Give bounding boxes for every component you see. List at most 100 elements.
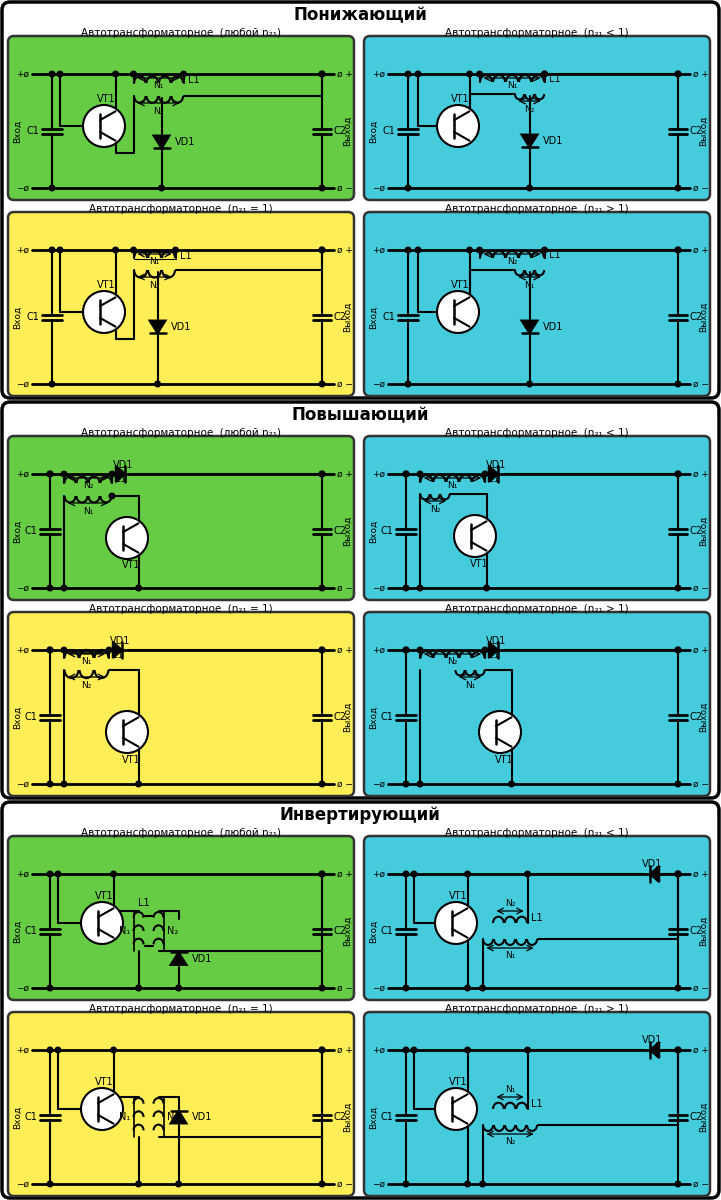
Circle shape <box>527 382 532 386</box>
Text: ø +: ø + <box>693 70 709 78</box>
Circle shape <box>47 1048 53 1052</box>
Circle shape <box>675 185 681 191</box>
Text: C2: C2 <box>334 712 347 722</box>
Circle shape <box>131 71 136 77</box>
Text: −ø: −ø <box>372 984 385 992</box>
FancyBboxPatch shape <box>364 1012 710 1196</box>
Text: Вход: Вход <box>12 919 22 943</box>
Text: N₂: N₂ <box>149 281 160 289</box>
Circle shape <box>484 586 490 590</box>
Circle shape <box>675 985 681 991</box>
Text: L1: L1 <box>187 74 199 85</box>
Circle shape <box>403 647 409 653</box>
Circle shape <box>159 185 164 191</box>
Text: N₁: N₁ <box>119 1112 131 1122</box>
Text: Вход: Вход <box>12 706 22 728</box>
Text: +ø: +ø <box>16 469 29 479</box>
Circle shape <box>675 382 681 386</box>
Text: N₂: N₂ <box>167 926 178 936</box>
Text: N₁: N₁ <box>505 952 516 960</box>
Text: C2: C2 <box>690 312 703 322</box>
Text: N₂: N₂ <box>167 1112 178 1122</box>
FancyBboxPatch shape <box>364 36 710 200</box>
Text: N₂: N₂ <box>524 104 535 114</box>
Text: VT1: VT1 <box>94 1078 113 1087</box>
Circle shape <box>155 382 160 386</box>
Circle shape <box>49 382 55 386</box>
Circle shape <box>403 781 409 787</box>
Text: N₂: N₂ <box>430 504 441 514</box>
Text: N₁: N₁ <box>154 82 164 90</box>
Text: Выход: Выход <box>699 916 707 946</box>
Circle shape <box>136 781 141 787</box>
Text: −ø: −ø <box>16 184 29 192</box>
Circle shape <box>675 247 681 253</box>
Text: C2: C2 <box>334 312 347 322</box>
Polygon shape <box>521 320 538 334</box>
Text: N₂: N₂ <box>154 107 164 115</box>
Text: Автотрансформаторное  (любой n₂₁): Автотрансформаторное (любой n₂₁) <box>81 28 281 38</box>
Circle shape <box>47 647 53 653</box>
Text: VD1: VD1 <box>171 322 191 332</box>
Circle shape <box>319 647 324 653</box>
Text: Вход: Вход <box>368 919 378 943</box>
Text: ø −: ø − <box>337 184 353 192</box>
Circle shape <box>417 472 423 476</box>
Text: N₂: N₂ <box>447 658 458 666</box>
Circle shape <box>527 185 532 191</box>
Text: N₁: N₁ <box>83 506 93 516</box>
Text: ø −: ø − <box>693 379 709 389</box>
Circle shape <box>47 985 53 991</box>
Text: VD1: VD1 <box>112 460 133 470</box>
Text: VT1: VT1 <box>122 755 141 766</box>
Text: +ø: +ø <box>372 646 385 654</box>
Text: Вход: Вход <box>12 305 22 329</box>
Circle shape <box>181 71 186 77</box>
Circle shape <box>106 517 148 559</box>
Text: Выход: Выход <box>342 302 352 332</box>
Text: N₁: N₁ <box>119 926 131 936</box>
Circle shape <box>109 472 115 476</box>
Circle shape <box>319 247 324 253</box>
Text: ø +: ø + <box>693 870 709 878</box>
Circle shape <box>541 247 547 253</box>
Circle shape <box>482 647 488 653</box>
FancyBboxPatch shape <box>8 612 354 796</box>
Text: VD1: VD1 <box>110 636 131 646</box>
Text: ø +: ø + <box>693 646 709 654</box>
Polygon shape <box>521 134 538 148</box>
Circle shape <box>112 247 118 253</box>
Text: C1: C1 <box>26 126 39 136</box>
Text: L1: L1 <box>488 650 500 660</box>
Circle shape <box>541 71 547 77</box>
Text: C2: C2 <box>690 526 703 536</box>
Circle shape <box>176 1181 182 1187</box>
Circle shape <box>466 71 472 77</box>
Circle shape <box>319 985 324 991</box>
Text: +ø: +ø <box>372 246 385 254</box>
Text: −ø: −ø <box>16 583 29 593</box>
Circle shape <box>319 871 324 877</box>
Circle shape <box>106 647 112 653</box>
Polygon shape <box>112 642 122 658</box>
Polygon shape <box>489 466 498 482</box>
Text: L1: L1 <box>138 898 149 908</box>
Text: C1: C1 <box>380 1112 393 1122</box>
Circle shape <box>111 871 116 877</box>
Circle shape <box>81 902 123 944</box>
Circle shape <box>81 1088 123 1130</box>
FancyBboxPatch shape <box>8 836 354 1000</box>
Text: C1: C1 <box>380 526 393 536</box>
Circle shape <box>319 871 324 877</box>
Text: C1: C1 <box>24 926 37 936</box>
Circle shape <box>319 247 324 253</box>
Text: C2: C2 <box>334 526 347 536</box>
Text: N₁: N₁ <box>524 281 535 289</box>
Text: +ø: +ø <box>16 1045 29 1055</box>
Circle shape <box>111 1048 116 1052</box>
Text: +ø: +ø <box>16 870 29 878</box>
FancyBboxPatch shape <box>2 402 719 798</box>
Circle shape <box>479 710 521 754</box>
Text: L1: L1 <box>549 250 560 260</box>
Circle shape <box>319 472 324 476</box>
